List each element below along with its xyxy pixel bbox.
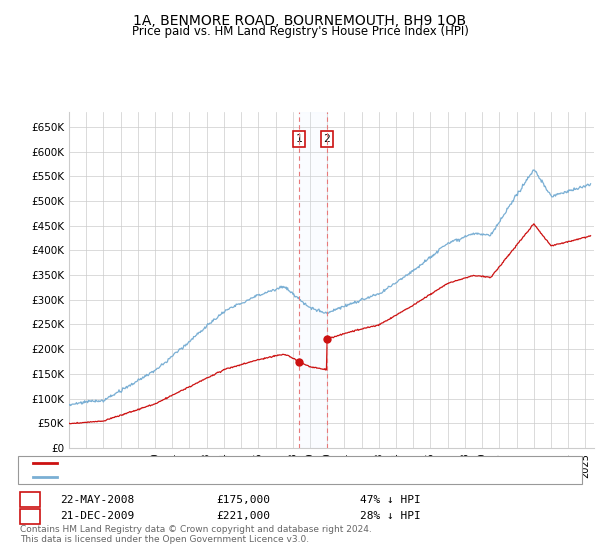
Text: 47% ↓ HPI: 47% ↓ HPI [360, 494, 421, 505]
Text: HPI: Average price, detached house, Bournemouth Christchurch and Poole: HPI: Average price, detached house, Bour… [60, 472, 448, 482]
Text: 28% ↓ HPI: 28% ↓ HPI [360, 511, 421, 521]
Text: Contains HM Land Registry data © Crown copyright and database right 2024.
This d: Contains HM Land Registry data © Crown c… [20, 525, 371, 544]
Text: 2: 2 [323, 134, 330, 144]
Text: £221,000: £221,000 [216, 511, 270, 521]
Text: 1: 1 [296, 134, 302, 144]
Text: Price paid vs. HM Land Registry's House Price Index (HPI): Price paid vs. HM Land Registry's House … [131, 25, 469, 38]
Text: 2: 2 [26, 511, 33, 521]
Text: 21-DEC-2009: 21-DEC-2009 [60, 511, 134, 521]
Text: 1A, BENMORE ROAD, BOURNEMOUTH, BH9 1QB (detached house): 1A, BENMORE ROAD, BOURNEMOUTH, BH9 1QB (… [60, 458, 404, 468]
Bar [299, 112, 326, 448]
Text: 22-MAY-2008: 22-MAY-2008 [60, 494, 134, 505]
Text: 1A, BENMORE ROAD, BOURNEMOUTH, BH9 1QB: 1A, BENMORE ROAD, BOURNEMOUTH, BH9 1QB [133, 14, 467, 28]
Text: £175,000: £175,000 [216, 494, 270, 505]
Text: 1: 1 [26, 494, 33, 505]
